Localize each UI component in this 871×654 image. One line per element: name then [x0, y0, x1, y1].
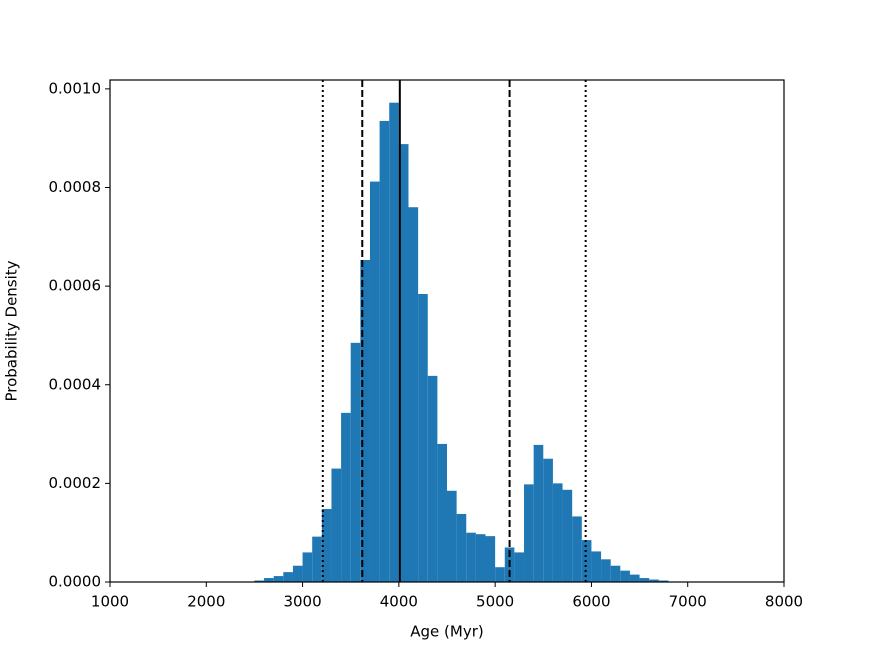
- bar: [331, 468, 342, 582]
- bar: [350, 342, 361, 582]
- y-axis-label: Probability Density: [3, 260, 21, 401]
- bar: [649, 579, 659, 582]
- y-tick-label: 0.0000: [49, 573, 102, 591]
- bar: [572, 516, 582, 582]
- x-tick-label: 7000: [669, 593, 707, 611]
- bar: [437, 443, 447, 582]
- x-tick-label: 8000: [765, 593, 803, 611]
- y-tick-label: 0.0010: [49, 79, 102, 97]
- bar: [418, 294, 428, 582]
- bar: [658, 580, 669, 582]
- bar: [341, 412, 351, 582]
- bar: [408, 207, 419, 582]
- bar: [524, 484, 534, 582]
- y-tick-label: 0.0006: [49, 277, 102, 295]
- bar: [495, 567, 505, 582]
- bar: [264, 578, 274, 582]
- x-tick-label: 4000: [380, 593, 418, 611]
- x-tick-label: 3000: [283, 593, 321, 611]
- bar: [620, 570, 630, 582]
- bar: [427, 375, 438, 582]
- bar: [283, 572, 293, 582]
- bar: [629, 574, 640, 582]
- bar: [514, 552, 525, 582]
- bar: [302, 552, 313, 582]
- y-tick-label: 0.0008: [49, 178, 102, 196]
- bar: [639, 578, 650, 582]
- bar: [254, 580, 265, 582]
- bar: [601, 559, 611, 582]
- bar: [591, 551, 602, 582]
- x-tick-label: 2000: [187, 593, 225, 611]
- x-tick-label: 1000: [91, 593, 129, 611]
- bar: [273, 576, 284, 582]
- bar: [398, 144, 409, 583]
- bar: [562, 489, 573, 582]
- bar: [456, 513, 467, 582]
- bar: [369, 181, 380, 582]
- bar: [292, 565, 303, 582]
- bar: [312, 536, 322, 582]
- bar: [485, 536, 496, 582]
- bar: [610, 565, 621, 582]
- plot-frame: [109, 79, 785, 583]
- bar: [533, 444, 544, 582]
- bar: [379, 120, 390, 583]
- bar: [543, 458, 553, 582]
- bar: [321, 509, 332, 582]
- x-axis-label: Age (Myr): [410, 623, 483, 641]
- bar: [466, 532, 476, 582]
- y-tick-label: 0.0002: [49, 474, 102, 492]
- x-tick-label: 5000: [476, 593, 514, 611]
- bar: [552, 483, 563, 582]
- y-tick-label: 0.0004: [49, 375, 102, 393]
- bar: [447, 490, 457, 582]
- bar: [389, 102, 399, 583]
- x-tick-label: 6000: [572, 593, 610, 611]
- bar: [475, 534, 486, 582]
- bar: [360, 259, 370, 582]
